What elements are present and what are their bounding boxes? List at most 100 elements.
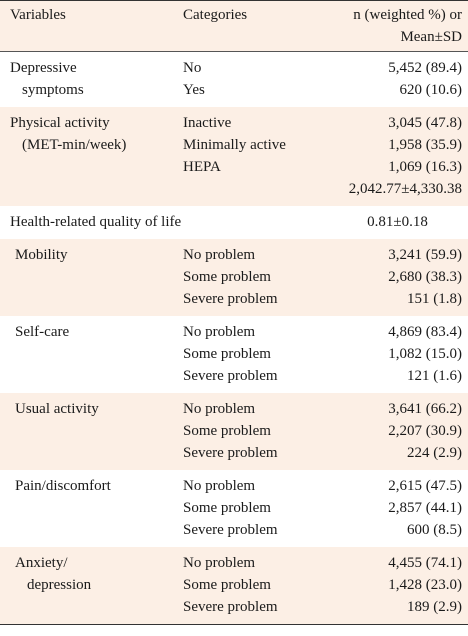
category-cell: HEPA [183, 156, 333, 178]
variable-cell: Anxiety/depression [0, 547, 183, 625]
value-cell: 2,680 (38.3) [333, 266, 468, 288]
category-cell: No problem [183, 547, 333, 574]
category-cell: No problem [183, 324, 256, 340]
value-cell: 3,641 (66.2) [333, 393, 468, 420]
row-group: Anxiety/depression No problem 4,455 (74.1)… [0, 547, 468, 625]
table-row: 2,042.77±4,330.38 [0, 178, 468, 206]
table-row: Health-related quality of life 0.81±0.18 [0, 206, 468, 239]
category-cell: No problem [183, 239, 333, 266]
row-group: Depressive symptoms No 5,452 (89.4) Yes 620 (… [0, 52, 468, 108]
header-cell: n (weighted %) or Mean±SD [333, 0, 468, 52]
header-row: Variables Categories n (weighted %) or M… [0, 0, 468, 52]
variable-line: Anxiety/ [15, 555, 68, 571]
value-cell: 5,452 (89.4) [388, 60, 462, 76]
table-row: Some problem 2,207 (30.9) [0, 420, 468, 442]
table-row: Severe problem 600 (8.5) [0, 519, 468, 547]
variable-line: Physical activity [10, 115, 110, 131]
variable-line: Usual activity [15, 401, 99, 417]
category-cell: Some problem [183, 420, 333, 442]
header-line: Mean±SD [400, 29, 462, 45]
category-cell: No [183, 60, 202, 76]
variable-line: (MET-min/week) [22, 137, 127, 153]
table-row: HEPA 1,069 (16.3) [0, 156, 468, 178]
value-cell: 0.81±0.18 [367, 214, 428, 230]
value-cell: 224 (2.9) [333, 442, 468, 470]
variable-line: Self-care [15, 324, 70, 340]
row-group: Mobility No problem 3,241 (59.9) Some probl… [0, 239, 468, 316]
category-cell: Yes [183, 82, 205, 98]
category-cell: Some problem [183, 346, 271, 362]
category-cell: No problem [183, 393, 333, 420]
category-cell: Severe problem [183, 288, 333, 316]
category-cell: Severe problem [183, 522, 278, 538]
category-cell: No problem [183, 478, 256, 494]
value-cell: 1,428 (23.0) [333, 574, 468, 596]
header-cell: Variables [0, 0, 183, 52]
table-row: Minimally active 1,958 (35.9) [0, 134, 468, 156]
table-row: Severe problem 224 (2.9) [0, 442, 468, 470]
value-cell: 2,857 (44.1) [388, 500, 462, 516]
table-header: Variables Categories n (weighted %) or M… [0, 0, 468, 52]
value-cell: 3,045 (47.8) [333, 107, 468, 134]
table-row: Severe problem 151 (1.8) [0, 288, 468, 316]
variable-line: symptoms [22, 82, 84, 98]
value-cell: 121 (1.6) [407, 368, 462, 384]
variable-line: depression [27, 577, 92, 593]
category-cell: Some problem [183, 574, 333, 596]
variable-cell: Depressive symptoms [0, 52, 183, 108]
category-cell: Inactive [183, 107, 333, 134]
variable-line: Mobility [15, 247, 68, 263]
table-row: Some problem 2,857 (44.1) [0, 497, 468, 519]
table-row: Some problem 1,082 (15.0) [0, 343, 468, 365]
table-row: Usual activity No problem 3,641 (66.2) [0, 393, 468, 470]
row-group: Self-care No problem 4,869 (83.4) Some prob… [0, 316, 468, 393]
variable-cell: Self-care [0, 316, 183, 393]
value-cell: 151 (1.8) [333, 288, 468, 316]
category-cell: Severe problem [183, 596, 333, 625]
value-cell: 189 (2.9) [333, 596, 468, 625]
category-cell: Minimally active [183, 134, 333, 156]
category-cell: Some problem [183, 500, 271, 516]
table-row: Yes 620 (10.6) [0, 79, 468, 107]
variable-cell: Usual activity [0, 393, 183, 470]
table-row: Mobility No problem 3,241 (59.9) [0, 239, 468, 316]
value-cell: 600 (8.5) [407, 522, 462, 538]
value-cell: 3,241 (59.9) [333, 239, 468, 266]
value-cell: 2,615 (47.5) [388, 478, 462, 494]
table-row: Physical activity (MET-min/week) Inactive 3… [0, 107, 468, 206]
variable-cell: Health-related quality of life [0, 206, 333, 239]
row-group: Health-related quality of life 0.81±0.18 [0, 206, 468, 239]
value-cell: 1,069 (16.3) [333, 156, 468, 178]
category-cell: Severe problem [183, 442, 333, 470]
variable-cell: Mobility [0, 239, 183, 316]
header-cell: Categories [183, 0, 333, 52]
table-row: Anxiety/depression No problem 4,455 (74.1) [0, 547, 468, 625]
table-row: Severe problem 189 (2.9) [0, 596, 468, 625]
row-group: Pain/discomfort No problem 2,615 (47.5) Som… [0, 470, 468, 547]
table-row: Some problem 1,428 (23.0) [0, 574, 468, 596]
variable-line: Health-related quality of life [10, 214, 182, 230]
category-cell: Severe problem [183, 368, 278, 384]
row-group: Usual activity No problem 3,641 (66.2) Some… [0, 393, 468, 470]
variable-cell: Pain/discomfort [0, 470, 183, 547]
category-cell: Some problem [183, 266, 333, 288]
value-cell: 4,455 (74.1) [333, 547, 468, 574]
value-cell: 1,082 (15.0) [388, 346, 462, 362]
header-line: n (weighted %) or [353, 7, 462, 23]
variable-line: Pain/discomfort [15, 478, 111, 494]
value-cell: 1,958 (35.9) [333, 134, 468, 156]
table-row: Self-care No problem 4,869 (83.4) [0, 316, 468, 343]
value-cell: 2,207 (30.9) [333, 420, 468, 442]
row-group: Physical activity (MET-min/week) Inactive 3… [0, 107, 468, 206]
table-row: Pain/discomfort No problem 2,615 (47.5) [0, 470, 468, 497]
value-cell: 4,869 (83.4) [388, 324, 462, 340]
value-cell: 620 (10.6) [399, 82, 463, 98]
variable-line: Depressive [10, 60, 77, 76]
table-row: Depressive symptoms No 5,452 (89.4) [0, 52, 468, 98]
table-row: Severe problem 121 (1.6) [0, 365, 468, 393]
value-cell: 2,042.77±4,330.38 [183, 178, 468, 206]
variable-cell: Physical activity (MET-min/week) [0, 107, 183, 206]
table-row: Some problem 2,680 (38.3) [0, 266, 468, 288]
